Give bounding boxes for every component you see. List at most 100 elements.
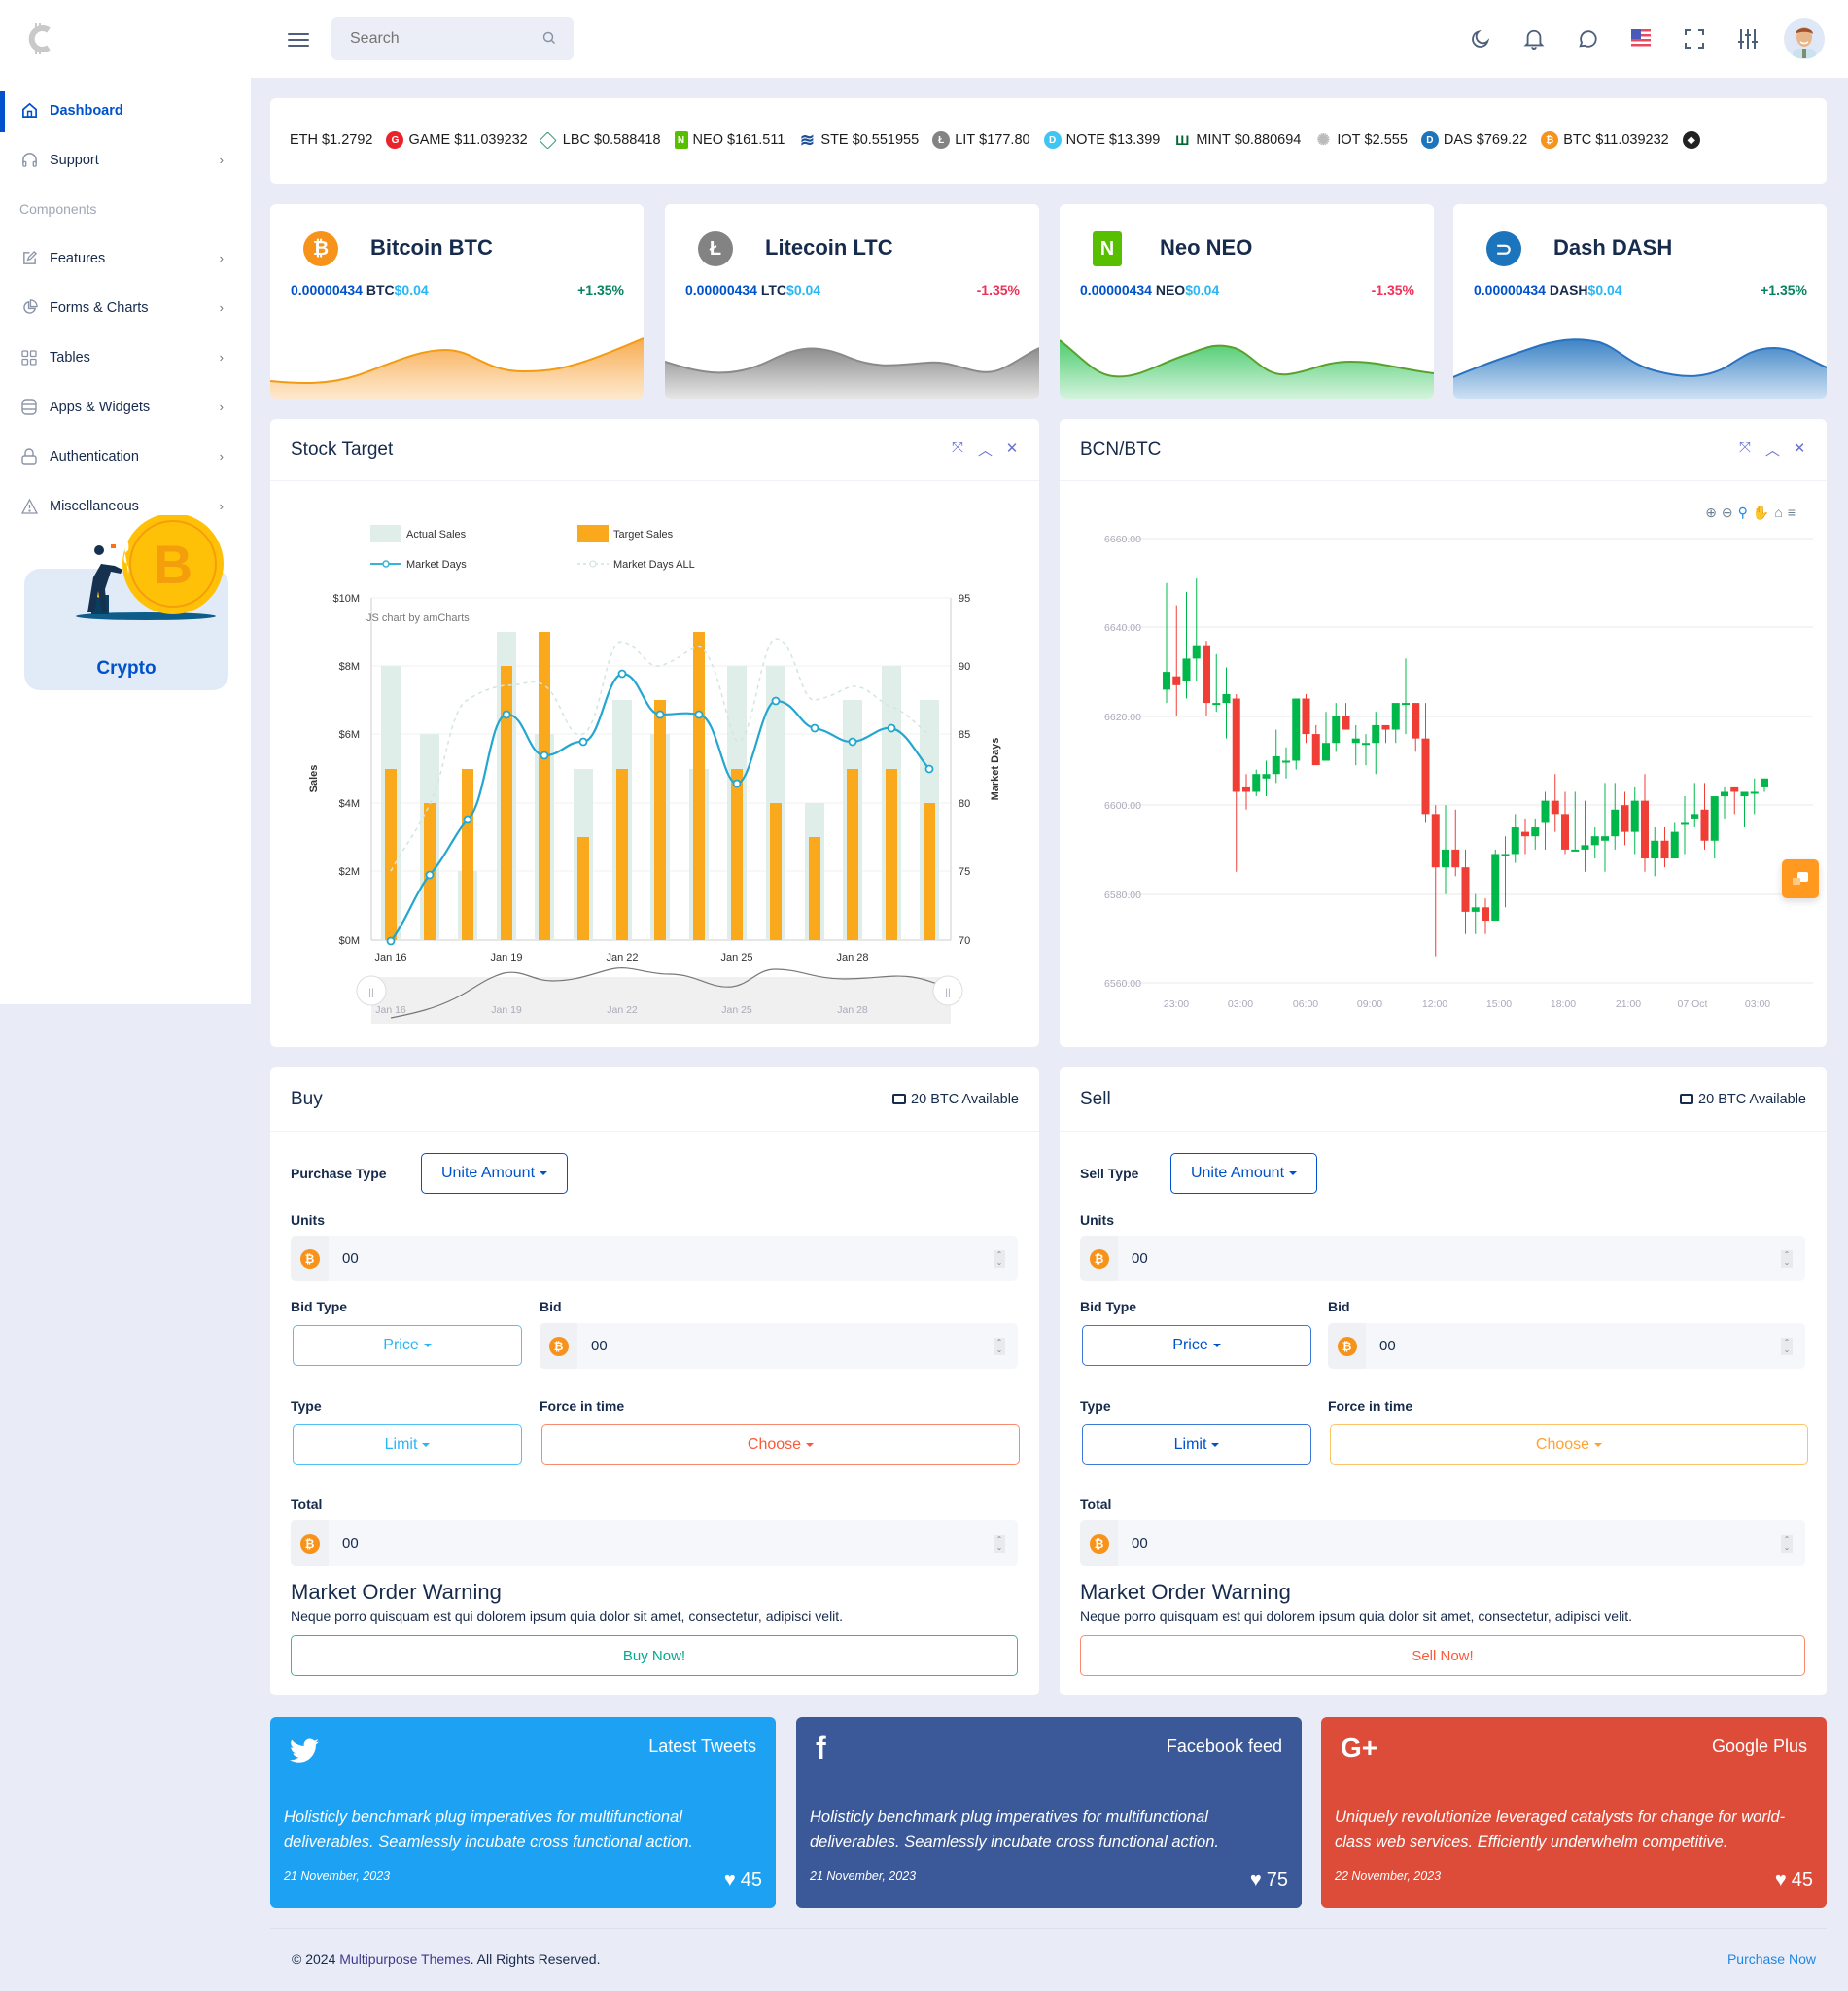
bid-input[interactable] — [1366, 1323, 1781, 1369]
chevron-right-icon: › — [219, 449, 224, 464]
ticker-item-mint[interactable]: Ш MINT $0.880694 — [1175, 132, 1302, 148]
social-card-google-plus[interactable]: G+ Google Plus Uniquely revolutionize le… — [1321, 1717, 1827, 1908]
ticker-item-eth[interactable]: ETH $1.2792 — [290, 132, 373, 148]
ticker-item-neo[interactable]: N NEO $161.511 — [674, 131, 785, 149]
game-coin-icon: G — [386, 131, 404, 149]
close-icon[interactable]: ✕ — [1793, 440, 1806, 457]
purchase-type-dropdown[interactable]: Unite Amount — [421, 1153, 568, 1194]
collapse-icon[interactable]: ︿ — [978, 442, 994, 459]
units-input[interactable] — [1118, 1236, 1781, 1281]
number-spinner[interactable]: ⌃ ⌄ — [994, 1249, 1005, 1268]
search-icon[interactable] — [542, 31, 556, 50]
force-in-time-dropdown[interactable]: Choose — [1330, 1424, 1808, 1465]
stock-target-chart[interactable]: Actual Sales Target Sales Market Days Ma… — [270, 483, 1039, 1028]
sidebar-item-support[interactable]: Support › — [0, 135, 251, 185]
bitcoin-icon: ₿ — [303, 231, 338, 266]
coin-card-dash[interactable]: ⊃ Dash DASH 0.00000434 DASH$0.04 +1.35% — [1453, 204, 1827, 399]
sidebar-item-apps-widgets[interactable]: Apps & Widgets › — [0, 382, 251, 432]
sidebar-item-dashboard[interactable]: Dashboard — [0, 86, 251, 135]
us-flag-icon[interactable] — [1614, 17, 1667, 60]
bid-type-dropdown[interactable]: Price — [293, 1325, 522, 1366]
coin-value: 0.00000434 DASH$0.04 — [1474, 282, 1622, 297]
logo-icon[interactable] — [25, 21, 54, 56]
force-in-time-dropdown[interactable]: Choose — [541, 1424, 1020, 1465]
svg-text:$10M: $10M — [332, 593, 360, 605]
expand-icon[interactable]: ⤧ — [951, 439, 963, 456]
ticker-item-iot[interactable]: ✺ IOT $2.555 — [1314, 131, 1408, 149]
ticker-item-ste[interactable]: ≋ STE $0.551955 — [799, 129, 920, 150]
scroll-handle-left[interactable] — [356, 975, 387, 1006]
svg-text:$4M: $4M — [339, 798, 360, 810]
candlestick-chart[interactable]: 6660.00 6640.00 6620.00 6600.00 6580.00 … — [1060, 516, 1827, 1041]
menu-icon[interactable]: ≡ — [1787, 505, 1796, 520]
dash-sparkline — [1453, 338, 1827, 399]
likes-count[interactable]: ♥ 75 — [1249, 1869, 1288, 1891]
bell-icon[interactable] — [1507, 17, 1560, 60]
ticker-item-lit[interactable]: Ł LIT $177.80 — [932, 131, 1030, 149]
bid-input[interactable] — [577, 1323, 994, 1369]
ticker-item-btc[interactable]: ₿ BTC $11.039232 — [1541, 131, 1669, 149]
buy-panel: Buy 20 BTC Available Purchase Type Unite… — [270, 1067, 1039, 1695]
bid-type-dropdown[interactable]: Price — [1082, 1325, 1311, 1366]
coin-card-neo[interactable]: N Neo NEO 0.00000434 NEO$0.04 -1.35% — [1060, 204, 1434, 399]
settings-sliders-icon[interactable] — [1721, 17, 1774, 60]
selection-zoom-icon[interactable]: ⚲ — [1737, 505, 1748, 520]
panel-title: Buy — [291, 1088, 323, 1109]
hamburger-menu-icon[interactable] — [288, 29, 309, 49]
scroll-handle-right[interactable] — [932, 975, 963, 1006]
zoom-out-icon[interactable]: ⊖ — [1721, 505, 1733, 520]
purchase-now-link[interactable]: Purchase Now — [1726, 1951, 1816, 1967]
ticker-item-das[interactable]: D DAS $769.22 — [1420, 131, 1527, 149]
sell-type-dropdown[interactable]: Unite Amount — [1170, 1153, 1317, 1194]
reset-home-icon[interactable]: ⌂ — [1774, 505, 1783, 520]
coin-card-bitcoin[interactable]: ₿ Bitcoin BTC 0.00000434 BTC$0.04 +1.35% — [270, 204, 644, 399]
social-card-twitter[interactable]: Latest Tweets Holisticly benchmark plug … — [270, 1717, 776, 1908]
chat-icon[interactable] — [1560, 17, 1614, 60]
likes-count[interactable]: ♥ 45 — [723, 1869, 762, 1891]
coin-card-litecoin[interactable]: Ł Litecoin LTC 0.00000434 LTC$0.04 -1.35… — [665, 204, 1039, 399]
moon-icon[interactable] — [1453, 17, 1507, 60]
sidebar-item-authentication[interactable]: Authentication › — [0, 432, 251, 481]
user-avatar[interactable] — [1784, 18, 1825, 59]
sell-now-button[interactable]: Sell Now! — [1080, 1635, 1805, 1676]
pan-hand-icon[interactable]: ✋ — [1752, 505, 1770, 520]
close-icon[interactable]: ✕ — [1005, 440, 1019, 457]
social-card-facebook[interactable]: f Facebook feed Holisticly benchmark plu… — [796, 1717, 1302, 1908]
number-spinner[interactable]: ⌃ ⌄ — [994, 1534, 1005, 1553]
crypto-promo-card[interactable]: B Crypto — [24, 515, 228, 690]
bitcoin-icon: ₿ — [1089, 1248, 1109, 1269]
ticker-item-eth-icon[interactable]: ◆ — [1682, 131, 1705, 149]
number-spinner[interactable]: ⌃ ⌄ — [1781, 1249, 1793, 1268]
chat-float-button[interactable] — [1782, 859, 1819, 898]
sidebar-item-miscellaneous[interactable]: Miscellaneous › — [0, 481, 251, 531]
number-spinner[interactable]: ⌃ ⌄ — [1781, 1534, 1793, 1553]
number-spinner[interactable]: ⌃ ⌄ — [994, 1337, 1005, 1355]
footer-brand-link[interactable]: Multipurpose Themes — [339, 1951, 471, 1967]
ticker-item-game[interactable]: G GAME $11.039232 — [386, 131, 528, 149]
search-input[interactable] — [331, 17, 526, 60]
zoom-in-icon[interactable]: ⊕ — [1705, 505, 1717, 520]
fullscreen-icon[interactable] — [1667, 17, 1721, 60]
home-icon — [20, 102, 38, 120]
bid-label: Bid — [1328, 1299, 1350, 1314]
likes-count[interactable]: ♥ 45 — [1774, 1869, 1813, 1891]
expand-icon[interactable]: ⤧ — [1738, 439, 1751, 456]
sidebar-section-header: Components — [19, 201, 97, 217]
type-dropdown[interactable]: Limit — [1082, 1424, 1311, 1465]
total-input[interactable] — [329, 1520, 994, 1566]
collapse-icon[interactable]: ︿ — [1765, 442, 1781, 459]
number-spinner[interactable]: ⌃ ⌄ — [1781, 1337, 1793, 1355]
sidebar-item-forms-charts[interactable]: Forms & Charts › — [0, 283, 251, 332]
type-dropdown[interactable]: Limit — [293, 1424, 522, 1465]
chart-scrollbar[interactable]: Jan 16 Jan 19 Jan 22 Jan 25 Jan 28 || || — [356, 967, 963, 1024]
sidebar-item-tables[interactable]: Tables › — [0, 332, 251, 382]
total-input[interactable] — [1118, 1520, 1781, 1566]
sidebar-item-features[interactable]: Features › — [0, 233, 251, 283]
buy-now-button[interactable]: Buy Now! — [291, 1635, 1018, 1676]
headphones-icon — [20, 152, 38, 169]
ticker-item-lbc[interactable]: LBC $0.588418 — [539, 130, 661, 150]
svg-text:$6M: $6M — [339, 729, 360, 741]
bid-type-label: Bid Type — [291, 1299, 348, 1314]
ticker-item-note[interactable]: D NOTE $13.399 — [1043, 131, 1160, 149]
units-input[interactable] — [329, 1236, 994, 1281]
